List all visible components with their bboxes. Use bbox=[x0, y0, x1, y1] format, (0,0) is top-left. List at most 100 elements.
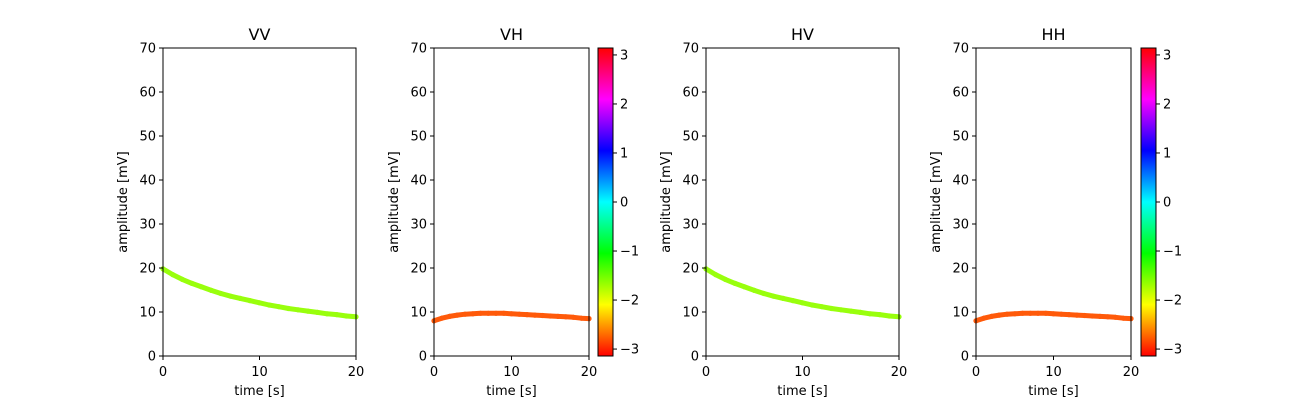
data-point bbox=[256, 300, 263, 306]
y-tick-label: 60 bbox=[410, 86, 427, 101]
data-point bbox=[208, 287, 214, 293]
data-point bbox=[324, 311, 330, 317]
y-tick-label: 30 bbox=[410, 218, 427, 233]
data-point bbox=[563, 314, 569, 320]
data-point bbox=[454, 312, 460, 318]
colorbar-tick-label: −2 bbox=[620, 294, 639, 309]
data-point bbox=[1035, 310, 1041, 316]
colorbar-tick-label: −3 bbox=[1163, 343, 1182, 358]
colorbar-tick-label: 3 bbox=[620, 48, 628, 63]
y-axis-label: amplitude [mV] bbox=[116, 151, 131, 253]
y-tick-label: 30 bbox=[952, 218, 969, 233]
data-point bbox=[285, 305, 291, 312]
data-point bbox=[1066, 312, 1072, 318]
data-point bbox=[886, 313, 893, 319]
data-point bbox=[1120, 315, 1126, 321]
data-point bbox=[485, 310, 491, 316]
data-point bbox=[343, 313, 349, 319]
data-point bbox=[819, 304, 825, 310]
colorbar-tick-label: −1 bbox=[620, 245, 639, 260]
axes-frame bbox=[975, 47, 1132, 357]
data-point bbox=[493, 310, 499, 316]
x-axis-label: time [s] bbox=[1028, 384, 1078, 399]
data-point bbox=[547, 313, 553, 319]
subplot-hv: 0 10 20 30 40 50 60 70 0 10 20 HV time [s] amplitude … bbox=[659, 25, 907, 399]
y-tick-label: 70 bbox=[139, 42, 156, 57]
data-point bbox=[848, 308, 854, 314]
y-tick-label: 20 bbox=[952, 262, 969, 277]
y-tick-label: 40 bbox=[139, 174, 156, 189]
data-point bbox=[857, 309, 864, 315]
data-point bbox=[1004, 311, 1010, 317]
data-point bbox=[996, 312, 1002, 318]
data-point bbox=[742, 284, 748, 290]
data-point bbox=[809, 302, 815, 308]
subplot-title: HV bbox=[791, 25, 814, 44]
data-point bbox=[1012, 311, 1018, 317]
data-point bbox=[501, 310, 507, 316]
data-point bbox=[462, 311, 468, 317]
data-point bbox=[218, 290, 224, 297]
data-point bbox=[751, 287, 757, 293]
colorbar-tick-label: 0 bbox=[1163, 196, 1171, 211]
data-point bbox=[1105, 314, 1111, 320]
data-point bbox=[780, 295, 786, 301]
data-point bbox=[439, 315, 445, 321]
data-point bbox=[199, 284, 205, 290]
colorbar-tick-label: 1 bbox=[1163, 146, 1171, 161]
data-point bbox=[1112, 314, 1119, 320]
colorbar-gradient bbox=[597, 47, 614, 357]
x-tick-label: 10 bbox=[503, 365, 520, 380]
y-tick-label: 60 bbox=[682, 86, 699, 101]
y-tick-label: 50 bbox=[410, 130, 427, 145]
y-axis-label: amplitude [mV] bbox=[929, 151, 944, 253]
subplot-title: HH bbox=[1041, 25, 1065, 44]
data-point bbox=[508, 311, 515, 317]
data-point bbox=[334, 312, 340, 318]
data-point bbox=[828, 305, 835, 312]
data-point bbox=[770, 293, 777, 299]
data-point bbox=[1074, 312, 1080, 318]
y-tick-label: 20 bbox=[410, 262, 427, 277]
y-tick-label: 30 bbox=[139, 218, 156, 233]
data-point bbox=[1019, 310, 1026, 316]
data-point bbox=[570, 314, 577, 320]
data-point bbox=[446, 313, 453, 319]
y-tick-label: 10 bbox=[410, 306, 427, 321]
y-tick-label: 70 bbox=[410, 42, 427, 57]
y-tick-label: 60 bbox=[952, 86, 969, 101]
data-point bbox=[532, 312, 538, 318]
data-point bbox=[1043, 310, 1049, 316]
data-point bbox=[555, 313, 561, 319]
y-tick-label: 60 bbox=[139, 86, 156, 101]
colorbar-tick-label: 0 bbox=[620, 196, 628, 211]
data-point bbox=[578, 315, 584, 321]
y-tick-label: 40 bbox=[682, 174, 699, 189]
colorbar-tick-label: 2 bbox=[620, 97, 628, 112]
y-tick-label: 0 bbox=[419, 350, 427, 365]
y-tick-label: 50 bbox=[139, 130, 156, 145]
y-tick-label: 0 bbox=[148, 350, 156, 365]
y-tick-label: 0 bbox=[961, 350, 969, 365]
data-point bbox=[305, 308, 311, 314]
data-point bbox=[722, 276, 728, 282]
data-point bbox=[981, 315, 987, 321]
x-tick-label: 20 bbox=[348, 365, 365, 380]
colorbar-gradient bbox=[1140, 47, 1157, 357]
x-tick-label: 0 bbox=[430, 365, 438, 380]
colorbar-tick-label: −2 bbox=[1163, 294, 1182, 309]
data-point bbox=[314, 309, 320, 315]
data-point bbox=[988, 313, 995, 319]
data-point bbox=[539, 312, 546, 319]
data-point bbox=[295, 307, 301, 313]
data-point bbox=[179, 276, 185, 282]
y-tick-label: 40 bbox=[952, 174, 969, 189]
data-point bbox=[516, 311, 522, 317]
x-tick-label: 0 bbox=[972, 365, 980, 380]
x-tick-label: 20 bbox=[1123, 365, 1140, 380]
data-point bbox=[189, 280, 195, 286]
y-tick-label: 50 bbox=[952, 130, 969, 145]
y-tick-label: 40 bbox=[410, 174, 427, 189]
